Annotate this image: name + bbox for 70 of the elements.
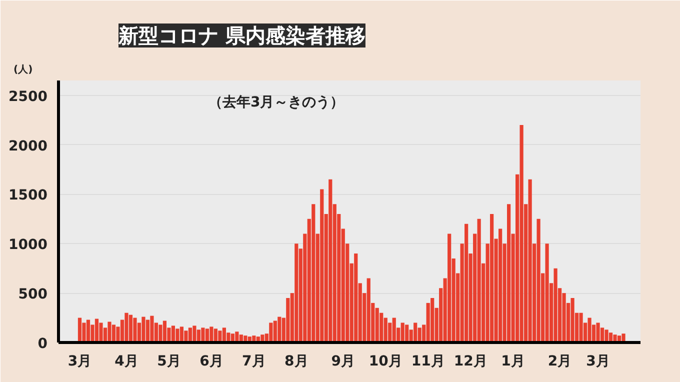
bar xyxy=(176,328,180,342)
bar xyxy=(99,322,103,342)
bar xyxy=(142,316,146,342)
bar xyxy=(392,318,396,342)
y-axis-title: (人) xyxy=(14,64,33,76)
bar xyxy=(124,312,128,342)
bar xyxy=(570,298,574,342)
bar xyxy=(312,204,316,342)
bar xyxy=(162,320,167,342)
bar xyxy=(498,228,502,342)
bar xyxy=(158,324,162,342)
chart-title: 新型コロナ 県内感染者推移 xyxy=(118,24,366,48)
bar xyxy=(622,334,626,342)
bar xyxy=(405,324,409,342)
y-tick-label: 0 xyxy=(38,336,48,352)
x-tick-label: 12月 xyxy=(454,354,488,370)
x-tick-label: 8月 xyxy=(284,354,308,370)
bar xyxy=(150,316,154,342)
bar xyxy=(269,322,273,342)
bar xyxy=(366,278,370,342)
bar xyxy=(507,204,511,342)
bar xyxy=(328,179,332,342)
x-tick-label: 2月 xyxy=(548,354,572,370)
x-tick-label: 7月 xyxy=(242,354,266,370)
bar xyxy=(108,322,112,342)
x-tick-label: 4月 xyxy=(114,354,138,370)
bar xyxy=(86,320,90,342)
bar xyxy=(477,218,481,342)
bar xyxy=(464,224,468,342)
bar xyxy=(112,324,116,342)
bar xyxy=(320,189,324,342)
x-tick-label: 3月 xyxy=(586,354,610,370)
bar xyxy=(78,318,82,342)
bar xyxy=(133,318,137,342)
bar xyxy=(278,316,282,342)
bar xyxy=(94,318,99,342)
bar xyxy=(490,214,494,342)
x-tick-label: 6月 xyxy=(200,354,224,370)
bar xyxy=(596,322,600,342)
x-tick-label: 9月 xyxy=(331,354,356,370)
x-tick-label: 11月 xyxy=(411,354,445,370)
bar xyxy=(354,254,358,342)
bar xyxy=(613,334,617,342)
bar xyxy=(554,268,558,342)
bar xyxy=(294,244,298,342)
bar xyxy=(273,320,277,342)
x-tick-label: 10月 xyxy=(368,354,402,370)
y-tick-label: 1500 xyxy=(8,188,48,204)
bar xyxy=(128,314,133,342)
bar xyxy=(520,124,524,342)
bar xyxy=(400,322,404,342)
y-tick-label: 2000 xyxy=(8,138,48,154)
bar xyxy=(430,298,434,342)
bar xyxy=(414,322,418,342)
y-tick-label: 500 xyxy=(18,286,48,303)
text: （去年3月～きのう） xyxy=(208,94,344,110)
bar xyxy=(604,330,608,342)
bar xyxy=(184,330,188,342)
bar xyxy=(528,179,532,342)
x-tick-label: 5月 xyxy=(157,354,181,370)
y-tick-label: 1000 xyxy=(8,237,48,254)
bar xyxy=(146,320,150,342)
bar xyxy=(545,244,549,342)
x-tick-label: 3月 xyxy=(68,354,92,370)
bar xyxy=(588,318,592,342)
bar xyxy=(536,218,540,342)
bar xyxy=(448,234,452,342)
x-tick-label: 1月 xyxy=(501,354,525,370)
bar xyxy=(579,312,583,342)
y-tick-label: 2500 xyxy=(8,88,48,105)
